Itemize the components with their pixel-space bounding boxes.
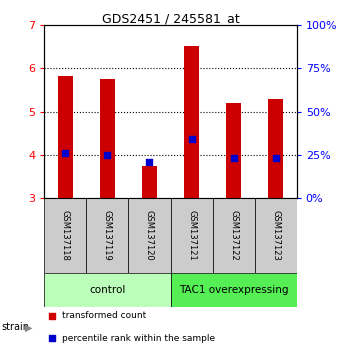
Text: GSM137123: GSM137123 bbox=[271, 210, 280, 261]
Text: GSM137118: GSM137118 bbox=[61, 210, 70, 261]
Bar bbox=[44, 273, 170, 307]
Bar bbox=[212, 198, 255, 273]
Bar bbox=[86, 198, 129, 273]
Text: GSM137119: GSM137119 bbox=[103, 210, 112, 261]
Point bbox=[49, 335, 55, 341]
Bar bbox=[129, 198, 170, 273]
Point bbox=[273, 155, 278, 161]
Text: GSM137121: GSM137121 bbox=[187, 210, 196, 261]
Bar bbox=[44, 198, 86, 273]
Text: GSM137120: GSM137120 bbox=[145, 210, 154, 261]
Bar bbox=[268, 98, 283, 198]
Text: ▶: ▶ bbox=[25, 322, 32, 332]
Text: transformed count: transformed count bbox=[62, 311, 146, 320]
Bar bbox=[226, 103, 241, 198]
Point bbox=[49, 313, 55, 318]
Point bbox=[189, 136, 194, 142]
Text: control: control bbox=[89, 285, 125, 295]
Text: strain: strain bbox=[2, 322, 30, 332]
Text: GSM137122: GSM137122 bbox=[229, 210, 238, 261]
Bar bbox=[255, 198, 297, 273]
Bar bbox=[100, 79, 115, 198]
Bar bbox=[184, 46, 199, 198]
Point bbox=[231, 155, 236, 161]
Title: GDS2451 / 245581_at: GDS2451 / 245581_at bbox=[102, 12, 239, 25]
Bar bbox=[142, 166, 157, 198]
Point bbox=[63, 150, 68, 156]
Bar bbox=[170, 198, 212, 273]
Text: TAC1 overexpressing: TAC1 overexpressing bbox=[179, 285, 288, 295]
Point bbox=[105, 152, 110, 158]
Bar bbox=[58, 76, 73, 198]
Point bbox=[147, 159, 152, 165]
Bar bbox=[170, 273, 297, 307]
Text: percentile rank within the sample: percentile rank within the sample bbox=[62, 333, 215, 343]
